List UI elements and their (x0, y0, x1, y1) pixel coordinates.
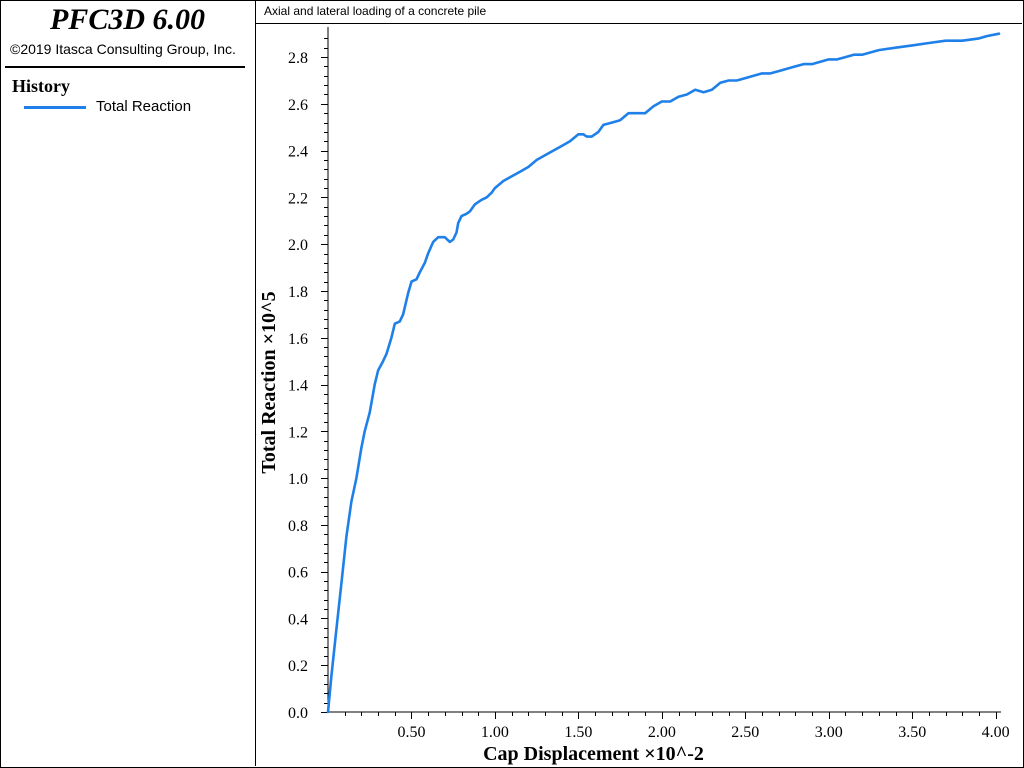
x-axis: 0.50 1.00 1.50 2.00 2.50 3.00 3.50 4.00 (328, 711, 1010, 741)
y-tick-label: 2.8 (288, 50, 308, 67)
y-tick-label: 2.2 (288, 190, 308, 207)
legend-swatch-total-reaction (24, 106, 86, 109)
x-tick-label: 1.50 (564, 724, 592, 741)
y-tick-label: 1.6 (288, 331, 308, 348)
divider (5, 66, 245, 68)
y-axis: 0.0 0.2 0.4 0.6 0.8 1.0 1.2 1.4 1.6 1.8 2.0 2.2 2.4 2… (288, 27, 329, 722)
y-tick-label: 2.0 (288, 237, 308, 254)
legend-heading: History (12, 76, 70, 96)
y-tick-label: 0.6 (288, 565, 308, 582)
x-tick-label: 1.00 (481, 724, 509, 741)
copyright-text: ©2019 Itasca Consulting Group, Inc. (10, 41, 236, 57)
x-tick-label: 2.50 (731, 724, 759, 741)
y-tick-label: 0.4 (288, 611, 308, 628)
y-tick-label: 0.2 (288, 658, 308, 675)
x-tick-label: 2.00 (648, 724, 676, 741)
x-tick-label: 4.00 (982, 724, 1010, 741)
series-line-0 (326, 32, 1001, 714)
y-tick-label: 1.4 (288, 378, 308, 395)
chart: 0.0 0.2 0.4 0.6 0.8 1.0 1.2 1.4 1.6 1.8 2.0 2.2 2.4 2… (258, 27, 1010, 765)
x-tick-label: 3.00 (815, 724, 843, 741)
y-tick-label: 2.6 (288, 97, 308, 114)
y-axis-title: Total Reaction ×10^5 (258, 291, 280, 473)
x-axis-title: Cap Displacement ×10^-2 (483, 743, 704, 765)
legend-label-total-reaction: Total Reaction (96, 98, 192, 115)
x-tick-label: 0.50 (397, 724, 425, 741)
legend-panel: PFC3D 6.00 ©2019 Itasca Consulting Group… (0, 0, 256, 766)
app-title: PFC3D 6.00 (49, 3, 205, 36)
y-tick-label: 2.4 (288, 144, 308, 161)
y-tick-label: 1.8 (288, 284, 308, 301)
plot-title-bar: Axial and lateral loading of a concrete … (256, 0, 1022, 24)
y-tick-label: 0.8 (288, 518, 308, 535)
y-tick-label: 1.2 (288, 424, 308, 441)
y-tick-label: 0.0 (288, 705, 308, 722)
y-tick-label: 1.0 (288, 471, 308, 488)
plot-title: Axial and lateral loading of a concrete … (264, 4, 487, 18)
series-layer (326, 32, 1001, 714)
x-tick-label: 3.50 (898, 724, 926, 741)
